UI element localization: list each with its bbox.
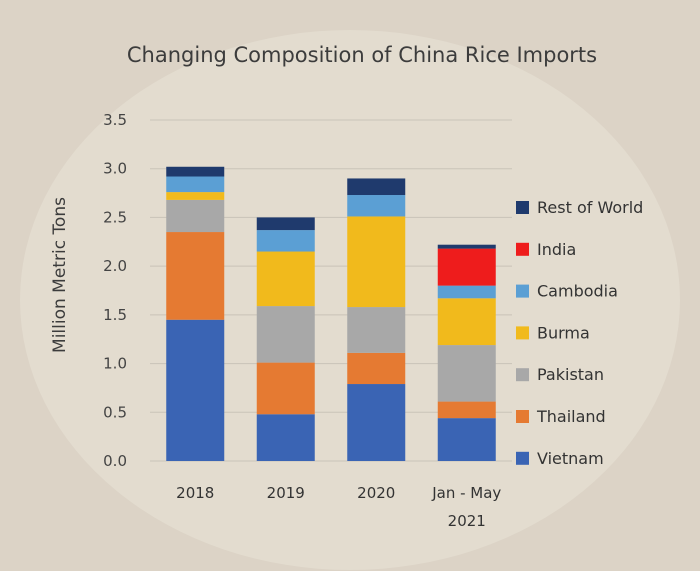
legend-label: Burma — [537, 323, 590, 342]
y-tick-label: 1.5 — [103, 306, 127, 324]
bar-series — [166, 166, 496, 461]
y-tick-label: 0.5 — [103, 403, 127, 421]
chart-title: Changing Composition of China Rice Impor… — [127, 43, 597, 67]
x-category-label: 2019 — [267, 484, 305, 502]
legend-swatch — [516, 284, 529, 298]
x-category-label: 2020 — [357, 484, 395, 502]
bar-segment-thailand — [437, 401, 496, 419]
bar-segment-cambodia — [256, 230, 315, 252]
bar-segment-vietnam — [166, 319, 225, 461]
bar-segment-burma — [166, 192, 225, 200]
bar-segment-cambodia — [347, 195, 406, 217]
bar-segment-thailand — [256, 362, 315, 415]
bar-segment-burma — [437, 298, 496, 346]
legend-label: Thailand — [536, 407, 606, 426]
y-tick-label: 2.0 — [103, 257, 127, 275]
bar-segment-cambodia — [166, 176, 225, 193]
legend-swatch — [516, 242, 529, 256]
legend-label: India — [537, 240, 576, 259]
bar-segment-cambodia — [437, 285, 496, 299]
bar-segment-india — [437, 248, 496, 286]
x-category-label: 2021 — [448, 512, 486, 530]
bar-segment-rest-of-world — [347, 178, 406, 196]
y-tick-label: 3.0 — [103, 160, 127, 178]
bar-segment-vietnam — [437, 418, 496, 461]
bar-segment-burma — [256, 251, 315, 307]
legend-swatch — [516, 451, 529, 465]
x-category-label: 2018 — [176, 484, 214, 502]
bar-segment-burma — [347, 216, 406, 308]
legend-label: Pakistan — [537, 365, 604, 384]
legend-label: Cambodia — [537, 282, 618, 301]
legend: Rest of World India Cambodia Burma Pakistan T… — [516, 198, 643, 468]
legend-swatch — [516, 368, 529, 382]
legend-label: Rest of World — [537, 198, 643, 217]
y-tick-label: 0.0 — [103, 452, 127, 470]
bar-segment-pakistan — [256, 306, 315, 363]
bar-segment-pakistan — [437, 345, 496, 402]
bar-segment-thailand — [166, 232, 225, 320]
bar-segment-vietnam — [347, 384, 406, 461]
x-category-label: Jan - May — [431, 484, 501, 502]
bar-segment-vietnam — [256, 414, 315, 461]
bar-segment-rest-of-world — [166, 166, 225, 177]
bar-segment-thailand — [347, 352, 406, 385]
legend-swatch — [516, 410, 529, 423]
y-axis-ticks: 0.0 0.5 1.0 1.5 2.0 2.5 3.0 3.5 — [103, 111, 127, 470]
bar-segment-rest-of-world — [256, 217, 315, 231]
bar-segment-rest-of-world — [437, 244, 496, 249]
y-tick-label: 1.0 — [103, 355, 127, 373]
legend-swatch — [516, 201, 529, 214]
y-tick-label: 2.5 — [103, 208, 127, 226]
x-axis-categories: 2018 2019 2020 Jan - May 2021 — [176, 484, 501, 530]
bar-segment-pakistan — [347, 307, 406, 353]
y-axis-label: Million Metric Tons — [50, 197, 70, 353]
legend-label: Vietnam — [537, 449, 604, 468]
y-tick-label: 3.5 — [103, 111, 127, 129]
legend-swatch — [516, 326, 529, 340]
bar-segment-pakistan — [166, 199, 225, 233]
